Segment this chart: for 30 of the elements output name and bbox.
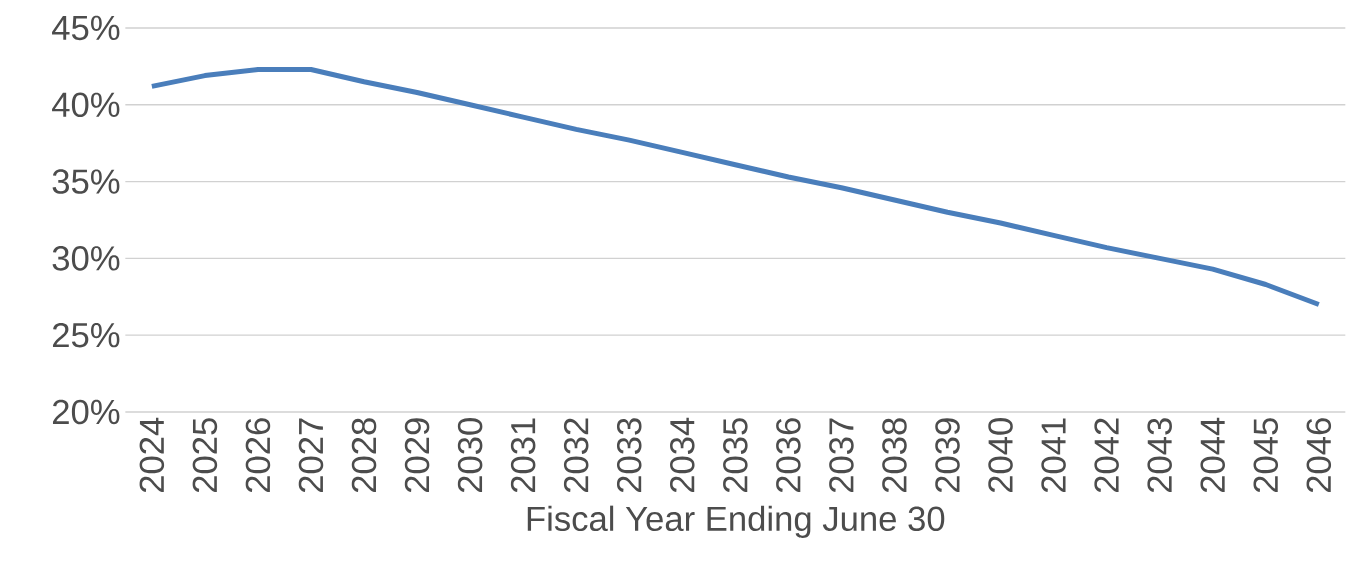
x-tick-label: 2038 xyxy=(882,418,907,493)
x-tick-label: 2045 xyxy=(1253,418,1279,493)
y-tick-label: 20% xyxy=(52,399,120,425)
x-tick-label: 2027 xyxy=(298,418,324,493)
x-tick-label: 2026 xyxy=(245,418,271,493)
x-tick-label: 2039 xyxy=(935,418,960,493)
x-tick-label: 2024 xyxy=(139,417,165,493)
x-tick-label: 2037 xyxy=(829,418,854,493)
y-tick-label: 25% xyxy=(52,322,120,348)
y-tick-label: 30% xyxy=(52,246,120,271)
x-tick-label: 2040 xyxy=(988,418,1013,493)
y-tick-label: 35% xyxy=(52,169,120,194)
x-tick-label: 2035 xyxy=(723,418,748,493)
x-tick-label: 2032 xyxy=(563,418,589,493)
x-tick-label: 2042 xyxy=(1094,418,1119,493)
x-tick-label: 2031 xyxy=(510,418,536,493)
x-tick-label: 2036 xyxy=(776,418,801,493)
x-tick-label: 2028 xyxy=(351,418,377,493)
x-axis-title: Fiscal Year Ending June 30 xyxy=(527,505,945,538)
x-tick-label: 2041 xyxy=(1041,418,1066,493)
x-tick-label: 2033 xyxy=(616,418,642,493)
x-tick-label: 2030 xyxy=(457,418,483,493)
y-tick-label: 45% xyxy=(52,15,120,41)
y-tick-label: 40% xyxy=(52,92,120,118)
x-tick-label: 2046 xyxy=(1306,418,1332,493)
x-tick-label: 2044 xyxy=(1200,417,1225,493)
x-tick-label: 2029 xyxy=(404,418,430,493)
x-tick-label: 2034 xyxy=(670,417,695,493)
x-tick-label: 2043 xyxy=(1147,418,1172,493)
x-tick-label: 2025 xyxy=(192,418,218,493)
